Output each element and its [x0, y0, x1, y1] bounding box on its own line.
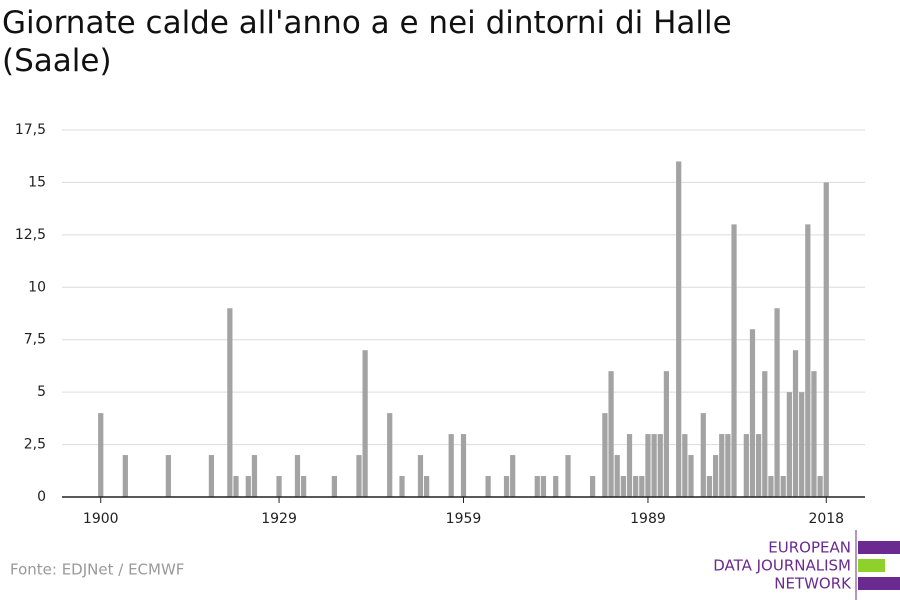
bar	[294, 455, 301, 497]
bar	[676, 161, 682, 497]
y-tick-label: 0	[37, 489, 46, 505]
chart-title: Giornate calde all'anno a e nei dintorni…	[2, 5, 732, 79]
bar	[651, 434, 657, 497]
logo-text: NETWORK	[774, 575, 852, 593]
bar	[534, 476, 540, 497]
bar	[811, 371, 817, 497]
bar	[98, 413, 104, 497]
x-tick-label: 1989	[630, 511, 666, 527]
bar	[780, 476, 786, 497]
bar	[805, 224, 811, 497]
logo-bar	[858, 559, 885, 572]
bar	[645, 434, 651, 497]
bar	[460, 434, 467, 497]
y-tick-label: 12,5	[15, 227, 46, 243]
x-tick-label: 1929	[261, 511, 297, 527]
bar	[657, 434, 663, 497]
bar	[540, 476, 547, 497]
bar	[227, 308, 233, 497]
bar	[620, 476, 626, 497]
bar	[590, 476, 596, 497]
bar	[663, 371, 670, 497]
bar	[331, 476, 337, 497]
bar	[743, 434, 749, 497]
bar	[417, 455, 424, 497]
logo-text: DATA JOURNALISM	[713, 557, 851, 575]
bar	[682, 434, 688, 497]
bar	[165, 455, 171, 497]
bar	[245, 476, 251, 497]
bar	[762, 371, 768, 497]
bar	[276, 476, 282, 497]
logo-bar	[858, 541, 900, 554]
y-tick-label: 2,5	[24, 437, 46, 453]
bar	[749, 329, 756, 497]
bar	[719, 434, 725, 497]
bar	[633, 476, 639, 497]
y-tick-label: 5	[37, 384, 46, 400]
bar	[786, 392, 792, 497]
bar	[399, 476, 405, 497]
x-tick-label: 1959	[446, 511, 482, 527]
logo-bar	[858, 577, 900, 590]
bar	[688, 455, 694, 497]
x-tick-label: 1900	[83, 511, 119, 527]
bar	[792, 350, 799, 497]
y-tick-label: 17,5	[15, 122, 46, 138]
bar	[387, 413, 393, 497]
logo-text: EUROPEAN	[768, 539, 851, 557]
bar	[731, 224, 737, 497]
bar	[768, 476, 774, 497]
bar	[510, 455, 516, 497]
x-tick-label: 2018	[808, 511, 844, 527]
bar	[639, 476, 645, 497]
bar	[817, 476, 823, 497]
bar	[362, 350, 368, 497]
y-tick-label: 10	[28, 279, 46, 295]
bar	[251, 455, 258, 497]
y-tick-label: 15	[28, 174, 46, 190]
bar	[485, 476, 491, 497]
bar	[448, 434, 454, 497]
bar	[423, 476, 430, 497]
bar	[706, 476, 713, 497]
bar	[602, 413, 608, 497]
bar	[614, 455, 620, 497]
bar	[756, 434, 762, 497]
bar	[301, 476, 307, 497]
y-tick-label: 7,5	[24, 332, 46, 348]
bar	[608, 371, 614, 497]
bar	[208, 455, 215, 497]
source: Fonte: EDJNet / ECMWF	[10, 561, 184, 579]
bar	[233, 476, 239, 497]
bar	[700, 413, 706, 497]
bar	[553, 476, 559, 497]
bar	[712, 455, 719, 497]
bar	[503, 476, 510, 497]
bar	[122, 455, 128, 497]
bar	[799, 392, 805, 497]
bar	[356, 455, 362, 497]
bar	[626, 434, 633, 497]
bar	[725, 434, 731, 497]
bar	[565, 455, 571, 497]
bar	[774, 308, 780, 497]
bar	[823, 182, 829, 497]
